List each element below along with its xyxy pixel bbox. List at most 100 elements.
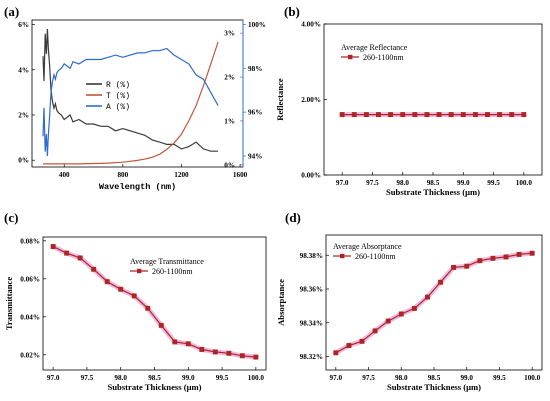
y-tick-label-b: 0.00% <box>301 172 321 180</box>
y-axis-title-b: Reflectance <box>275 78 285 121</box>
data-point-d <box>451 264 457 270</box>
data-point-b <box>412 112 418 118</box>
data-point-d <box>490 255 496 261</box>
y-tick-label-left-a: 2% <box>18 111 29 119</box>
panel-label-a: (a) <box>4 4 19 19</box>
panel-label-b: (b) <box>284 4 300 19</box>
panel-c: (c) 97.0 97.5 98.0 98.5 99.0 99.5 100.0 Substrat… <box>4 210 267 392</box>
x-tick-label-c: 98.0 <box>114 374 127 382</box>
y-tick-label-d: 98.38% <box>300 252 323 260</box>
x-tick-label-d: 97.0 <box>330 374 343 382</box>
legend-swatch-marker-d <box>340 253 345 259</box>
x-axis-title-b: Substrate Thickness (μm) <box>386 187 480 197</box>
legend-title-b: Average Reflectance <box>341 43 408 52</box>
y-tick-label-left-a: 4% <box>18 66 29 74</box>
y-tick-label-d: 98.36% <box>300 286 323 294</box>
data-point-b <box>400 112 406 118</box>
x-tick-label-b: 97.0 <box>336 179 349 187</box>
data-point-d <box>464 263 470 269</box>
x-tick-label-a: 1600 <box>233 171 248 179</box>
x-tick-label-a: 800 <box>117 171 128 179</box>
data-point-b <box>460 112 466 118</box>
series-halo-d <box>333 250 535 356</box>
y-tick-label-a-axis: 98% <box>248 65 262 73</box>
data-point-d <box>438 279 443 285</box>
x-tick-label-d: 100.0 <box>524 374 541 382</box>
x-tick-label-b: 97.5 <box>366 179 379 187</box>
data-point-d <box>385 318 391 324</box>
data-point-c <box>226 350 232 356</box>
data-point-b <box>424 112 430 118</box>
data-point-c <box>50 244 56 249</box>
legend-label-a: T (%) <box>106 92 130 101</box>
y-tick-label-a-axis: 94% <box>248 153 262 161</box>
data-point-c <box>158 322 164 328</box>
data-point-d <box>503 254 509 260</box>
data-point-c <box>239 353 245 359</box>
panel-b: (b) 97.0 97.5 98.0 98.5 99.0 99.5 100.0 Substrat… <box>275 4 543 197</box>
data-point-d <box>398 311 404 317</box>
x-tick-label-d: 98.5 <box>428 374 441 382</box>
y-tick-label-d: 98.34% <box>300 319 323 327</box>
data-point-c <box>64 250 70 256</box>
y-tick-label-d: 98.32% <box>300 353 323 361</box>
y-tick-label-b: 2.00% <box>301 96 321 104</box>
data-point-b <box>472 112 478 118</box>
data-point-b <box>363 112 369 118</box>
panel-d: (d) 97.0 97.5 98.0 98.5 99.0 99.5 100.0 Substrat… <box>276 210 543 392</box>
data-point-d <box>333 350 339 356</box>
data-point-d <box>346 343 352 348</box>
data-point-b <box>485 112 490 118</box>
legend-label-b: 260-1100nm <box>363 53 404 62</box>
legend-label-a: R (%) <box>106 81 130 90</box>
y-tick-label-t-a: 0% <box>224 161 235 169</box>
data-point-d <box>425 294 430 300</box>
x-tick-label-a: 400 <box>59 171 70 179</box>
y-tick-label-a-axis: 100% <box>248 21 266 29</box>
y-tick-label-left-a: 6% <box>18 21 29 29</box>
data-point-b <box>448 112 454 118</box>
series-line-left <box>42 28 219 152</box>
y-tick-label-c: 0.08% <box>20 237 40 245</box>
data-point-c <box>253 354 259 360</box>
legend-swatch-marker-b <box>348 54 353 60</box>
panel-a: (a) 400 800 1200 1600 Wavelength (nm) 0% 2% 4% 6%… <box>4 4 266 192</box>
data-point-b <box>388 112 394 118</box>
data-point-c <box>91 266 97 272</box>
data-point-d <box>477 258 483 264</box>
legend-swatch-marker-c <box>137 268 142 274</box>
y-tick-label-t-a: 1% <box>224 117 235 125</box>
y-tick-label-a-axis: 96% <box>248 109 262 117</box>
x-tick-label-b: 100.0 <box>516 179 533 187</box>
x-tick-label-c: 100.0 <box>248 374 265 382</box>
y-tick-label-t-a: 2% <box>224 74 235 82</box>
data-point-b <box>339 112 345 118</box>
x-tick-label-b: 98.0 <box>396 179 409 187</box>
y-tick-label-t-a: 3% <box>224 30 235 38</box>
y-tick-label-c: 0.02% <box>20 351 40 359</box>
data-point-b <box>497 112 503 118</box>
data-point-d <box>359 338 365 344</box>
y-tick-label-left-a: 0% <box>18 157 29 165</box>
data-point-c <box>212 349 218 355</box>
x-tick-label-b: 98.5 <box>427 179 440 187</box>
data-point-c <box>118 286 124 292</box>
data-point-c <box>77 255 83 261</box>
legend-label-d: 260-1100nm <box>355 252 396 261</box>
data-point-c <box>199 347 205 352</box>
data-point-c <box>145 305 151 311</box>
x-tick-label-d: 99.0 <box>460 374 473 382</box>
data-point-c <box>104 279 110 285</box>
data-point-d <box>372 328 378 334</box>
y-axis-title-d: Absorptance <box>276 279 286 326</box>
x-tick-label-c: 99.0 <box>182 374 195 382</box>
legend-label-c: 260-1100nm <box>152 267 193 276</box>
x-tick-label-d: 98.0 <box>395 374 408 382</box>
data-point-d <box>529 250 535 256</box>
legend-title-c: Average Transmittance <box>130 257 204 266</box>
x-tick-label-b: 99.0 <box>457 179 470 187</box>
data-point-b <box>351 112 357 118</box>
series-line-c <box>52 245 256 358</box>
series-line-d <box>335 252 533 354</box>
